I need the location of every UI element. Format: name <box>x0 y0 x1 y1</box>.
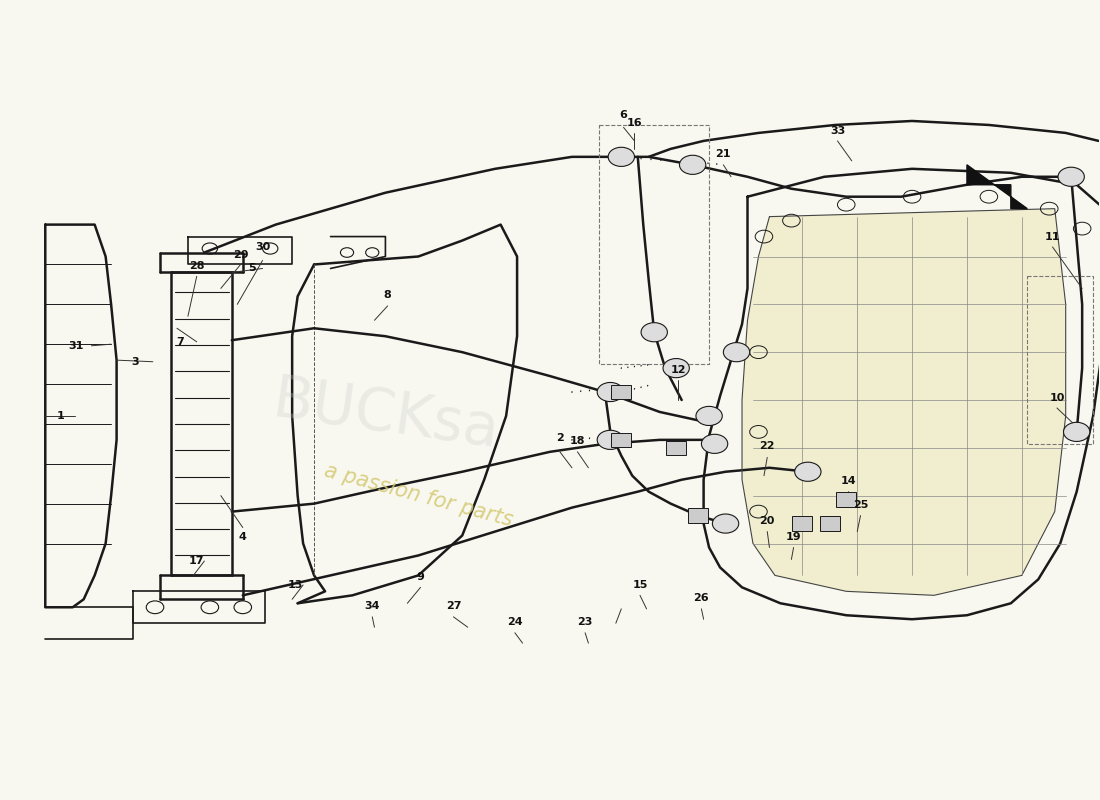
Text: 25: 25 <box>852 500 868 510</box>
Text: 4: 4 <box>239 532 246 542</box>
Circle shape <box>641 322 668 342</box>
Text: 8: 8 <box>384 290 392 300</box>
Bar <box>689 509 708 522</box>
Polygon shape <box>967 165 1027 209</box>
Text: 30: 30 <box>255 242 271 252</box>
Text: 12: 12 <box>671 365 686 374</box>
Text: 3: 3 <box>131 357 139 366</box>
Text: 33: 33 <box>829 126 845 135</box>
Bar <box>836 493 856 507</box>
Text: 2: 2 <box>556 434 563 443</box>
Text: 18: 18 <box>570 437 585 446</box>
Circle shape <box>597 382 624 402</box>
Bar <box>820 516 839 530</box>
Text: 6: 6 <box>619 110 627 119</box>
Circle shape <box>794 462 821 482</box>
Text: 7: 7 <box>176 337 184 347</box>
Circle shape <box>724 342 750 362</box>
Circle shape <box>713 514 739 533</box>
Text: 20: 20 <box>760 516 774 526</box>
Text: 5: 5 <box>248 263 255 274</box>
Text: 19: 19 <box>785 532 802 542</box>
Circle shape <box>1064 422 1090 442</box>
Text: 10: 10 <box>1049 394 1065 403</box>
Text: 17: 17 <box>189 556 205 566</box>
Circle shape <box>680 155 706 174</box>
Text: 21: 21 <box>716 150 732 159</box>
Text: 23: 23 <box>578 617 593 626</box>
Circle shape <box>702 434 728 454</box>
Bar <box>612 433 631 447</box>
Text: a passion for parts: a passion for parts <box>322 461 515 530</box>
Text: 22: 22 <box>759 442 775 451</box>
Circle shape <box>608 147 635 166</box>
Circle shape <box>1058 167 1085 186</box>
Circle shape <box>663 358 690 378</box>
Text: 26: 26 <box>694 593 710 602</box>
Text: 34: 34 <box>364 601 380 610</box>
Text: 15: 15 <box>632 580 648 590</box>
Bar <box>612 385 631 399</box>
Text: 27: 27 <box>446 601 461 610</box>
Text: 11: 11 <box>1045 231 1060 242</box>
Text: 14: 14 <box>840 476 856 486</box>
Text: 28: 28 <box>189 261 205 271</box>
Bar <box>667 441 686 455</box>
Text: 24: 24 <box>507 617 522 626</box>
Text: 16: 16 <box>627 118 642 127</box>
Text: 31: 31 <box>68 341 84 350</box>
Text: 29: 29 <box>233 250 249 260</box>
Text: 13: 13 <box>288 580 304 590</box>
Text: 1: 1 <box>56 411 64 421</box>
Circle shape <box>597 430 624 450</box>
Text: BUCKsa: BUCKsa <box>268 372 503 460</box>
Circle shape <box>696 406 723 426</box>
Text: 9: 9 <box>417 572 425 582</box>
Polygon shape <box>742 209 1066 595</box>
Bar <box>792 516 812 530</box>
